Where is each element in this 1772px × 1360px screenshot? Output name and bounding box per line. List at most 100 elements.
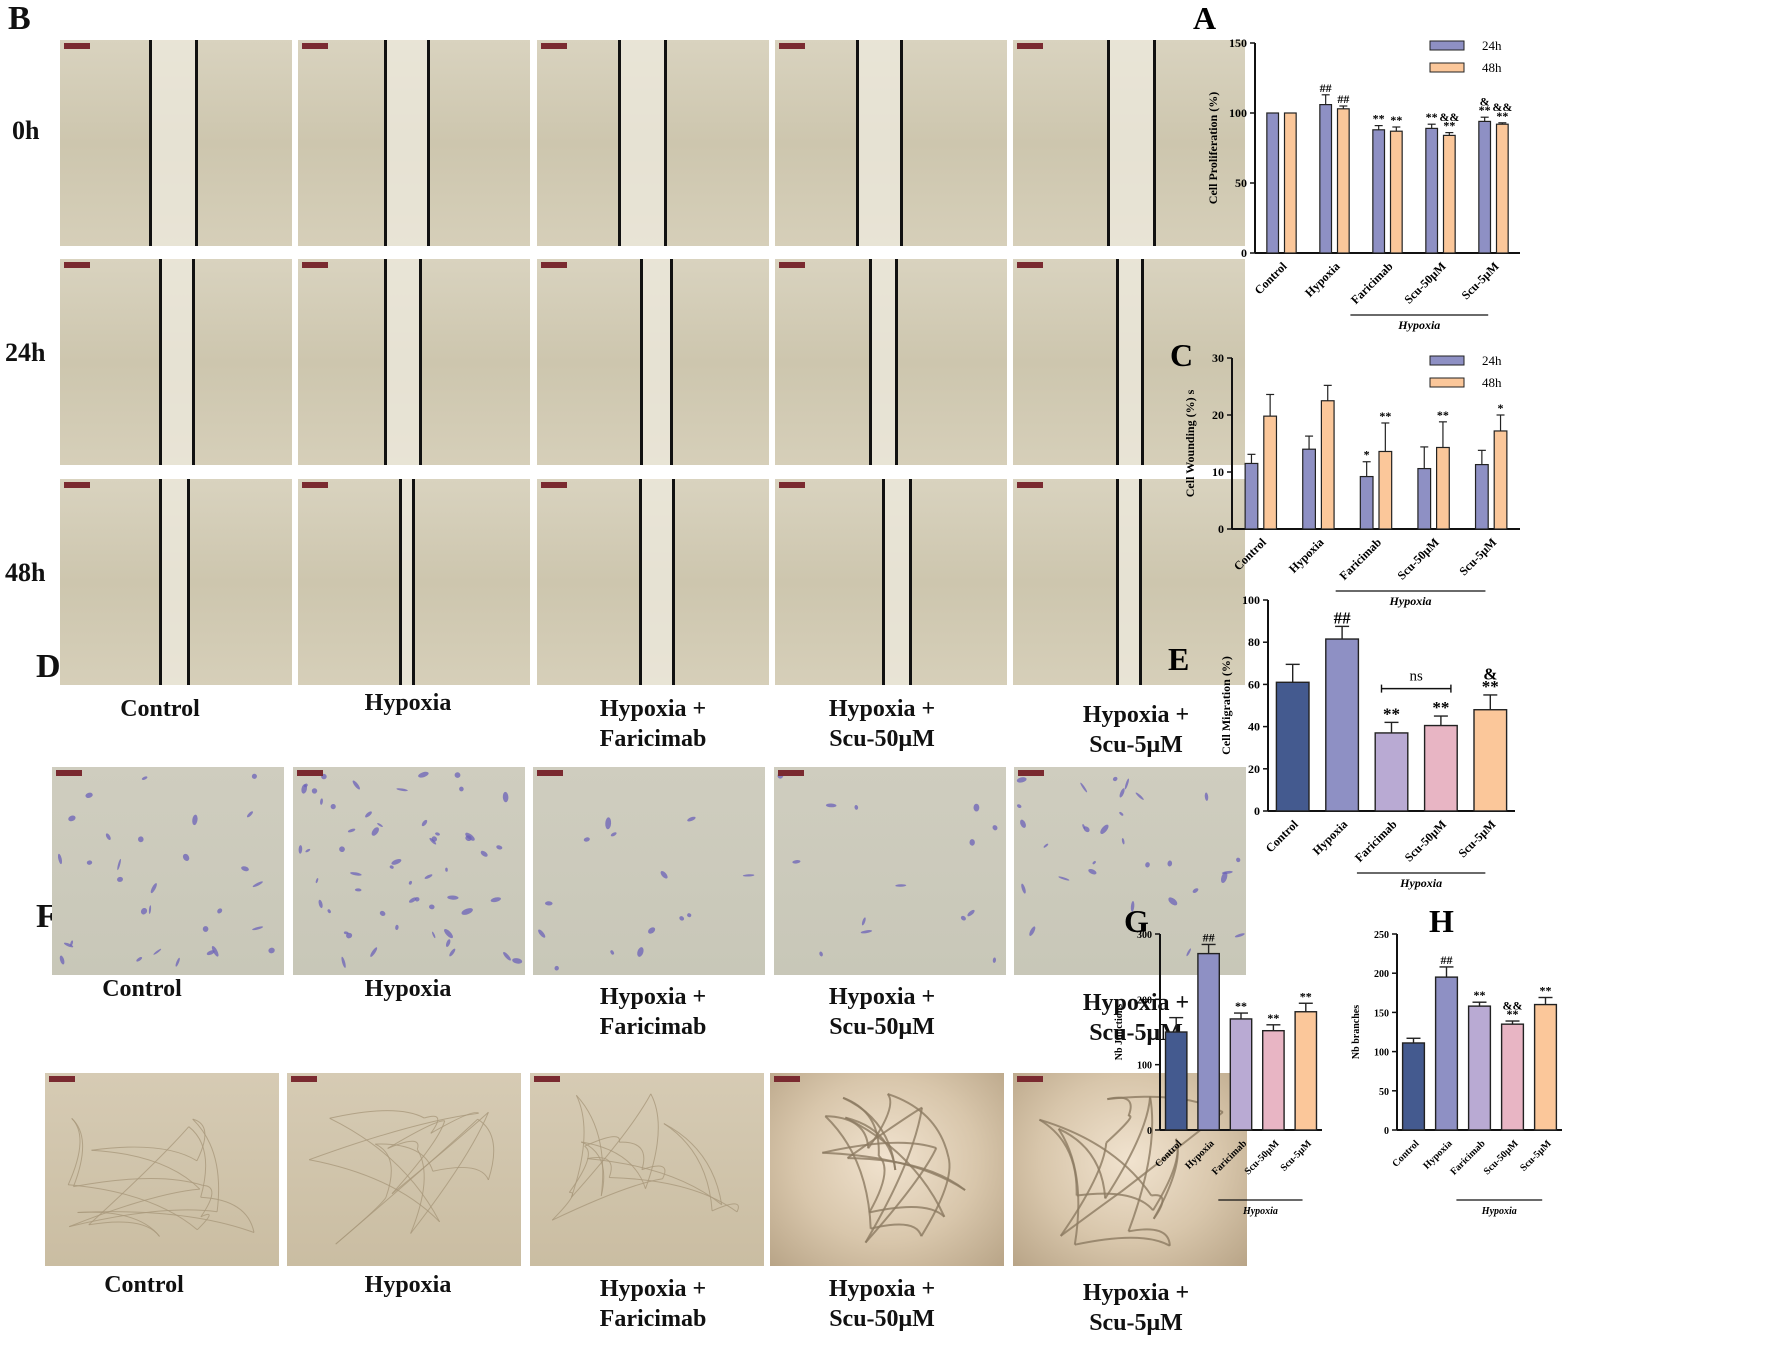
chart-h-nb-branches: H 0 50 100 150 200 250 Nb branches Control ## Hypo…: [1351, 903, 1562, 1217]
transwell-image-tile: [774, 767, 1006, 975]
stained-cells: [298, 771, 523, 968]
caption-b-faricimab: Hypoxia + Faricimab: [599, 696, 707, 752]
bar: [1378, 450, 1393, 530]
scale-tag: [534, 1076, 560, 1082]
bar: [1389, 130, 1403, 254]
x-tick-label: Hypoxia: [1286, 535, 1327, 576]
wound-edge-line: [856, 40, 859, 246]
significance-mark: **: [1390, 113, 1402, 127]
bar: [1478, 120, 1492, 254]
scale-tag: [64, 482, 90, 488]
significance-mark: **: [1437, 408, 1449, 422]
bar: [1425, 127, 1439, 254]
caption-f-scu50: Hypoxia + Scu-50μM: [828, 1276, 936, 1332]
wound-image-tile: [1013, 40, 1245, 246]
stained-cells: [777, 772, 998, 963]
caption-f-hypoxia: Hypoxia: [364, 1272, 452, 1298]
y-tick-label: 20: [1212, 408, 1224, 422]
y-tick-label: 80: [1248, 635, 1260, 649]
wound-gap: [160, 259, 193, 465]
significance-mark: **: [1267, 1011, 1279, 1025]
bar: [1374, 732, 1409, 812]
chart-panel-label: E: [1168, 641, 1189, 677]
x-tick-label: Control: [1390, 1138, 1421, 1169]
transwell-image-tile: [533, 767, 765, 975]
tube-formation-image-tile: [287, 1073, 521, 1266]
bar: [1495, 123, 1509, 254]
tube-network: [67, 1118, 255, 1237]
scale-tag: [302, 482, 328, 488]
group-label: Hypoxia: [1399, 876, 1442, 890]
x-tick-label: Scu-5μM: [1455, 817, 1498, 860]
y-tick-label: 100: [1374, 1048, 1389, 1059]
scale-tag: [291, 1076, 317, 1082]
row-label-0h: 0h: [12, 116, 40, 145]
y-tick-label: 0: [1147, 1126, 1152, 1137]
y-tick-label: 100: [1137, 1061, 1152, 1072]
y-axis-label: Cell Wounding (%) s: [1183, 389, 1197, 497]
y-axis-label: Nb branches: [1351, 1005, 1362, 1059]
legend-swatch: [1429, 40, 1465, 51]
chart-panel-label: A: [1193, 0, 1216, 36]
x-tick-label: Faricimab: [1352, 817, 1400, 865]
wound-edge-line: [384, 259, 387, 465]
chart-panel-label: C: [1170, 337, 1193, 373]
wound-edge-line: [1107, 40, 1110, 246]
wound-gap: [1108, 40, 1154, 246]
y-axis-label: Nb Junctions: [1114, 1004, 1125, 1061]
tube-network: [309, 1110, 495, 1245]
row-label-48h: 48h: [5, 558, 46, 587]
scale-tag: [64, 262, 90, 268]
wound-edge-line: [664, 40, 667, 246]
group-label: Hypoxia: [1389, 594, 1432, 608]
y-tick-label: 20: [1248, 762, 1260, 776]
scale-tag: [779, 262, 805, 268]
wound-edge-line: [895, 259, 898, 465]
bar: [1325, 638, 1360, 812]
bar: [1266, 112, 1280, 254]
wound-edge-line: [384, 40, 387, 246]
wound-edge-line: [419, 259, 422, 465]
x-tick-label: Faricimab: [1348, 259, 1396, 307]
tube-network: [822, 1093, 966, 1244]
caption-d-hypoxia: Hypoxia: [364, 976, 452, 1002]
y-tick-label: 150: [1374, 1008, 1389, 1019]
caption-d-faricimab: Hypoxia + Faricimab: [599, 984, 707, 1040]
x-tick-label: Scu-50μM: [1243, 1138, 1282, 1177]
tube-formation-image-tile: [770, 1073, 1004, 1266]
caption-d-scu50: Hypoxia + Scu-50μM: [828, 984, 936, 1040]
chart-panel-label: G: [1124, 903, 1149, 939]
wound-gap: [857, 40, 901, 246]
y-tick-label: 0: [1218, 522, 1224, 536]
wound-edge-line: [639, 479, 642, 685]
significance-mark: &&: [1439, 110, 1459, 124]
significance-mark: **: [1379, 409, 1391, 423]
wound-edge-line: [640, 259, 643, 465]
wound-edge-line: [869, 259, 872, 465]
bar: [1436, 446, 1450, 530]
bar: [1294, 1011, 1318, 1131]
scale-tag: [1017, 1076, 1043, 1082]
scale-tag: [302, 43, 328, 49]
significance-mark: **: [1443, 119, 1455, 133]
scale-tag: [49, 1076, 75, 1082]
bar: [1372, 129, 1386, 254]
significance-mark: &: [1480, 95, 1490, 109]
y-tick-label: 60: [1248, 677, 1260, 691]
y-tick-label: 0: [1241, 246, 1247, 260]
wound-gap: [870, 259, 896, 465]
group-label: Hypoxia: [1481, 1206, 1517, 1217]
wound-gap: [1117, 259, 1142, 465]
tube-network: [551, 1093, 739, 1221]
wound-edge-line: [187, 479, 190, 685]
wound-gap: [1117, 479, 1140, 685]
wound-edge-line: [618, 40, 621, 246]
significance-mark: &&: [1503, 998, 1523, 1012]
scale-tag: [778, 770, 804, 776]
wound-gap: [400, 479, 413, 685]
y-tick-label: 100: [1242, 593, 1260, 607]
bar: [1197, 952, 1220, 1131]
bar: [1401, 1042, 1426, 1131]
stained-cells: [538, 816, 755, 971]
bar: [1320, 400, 1335, 530]
